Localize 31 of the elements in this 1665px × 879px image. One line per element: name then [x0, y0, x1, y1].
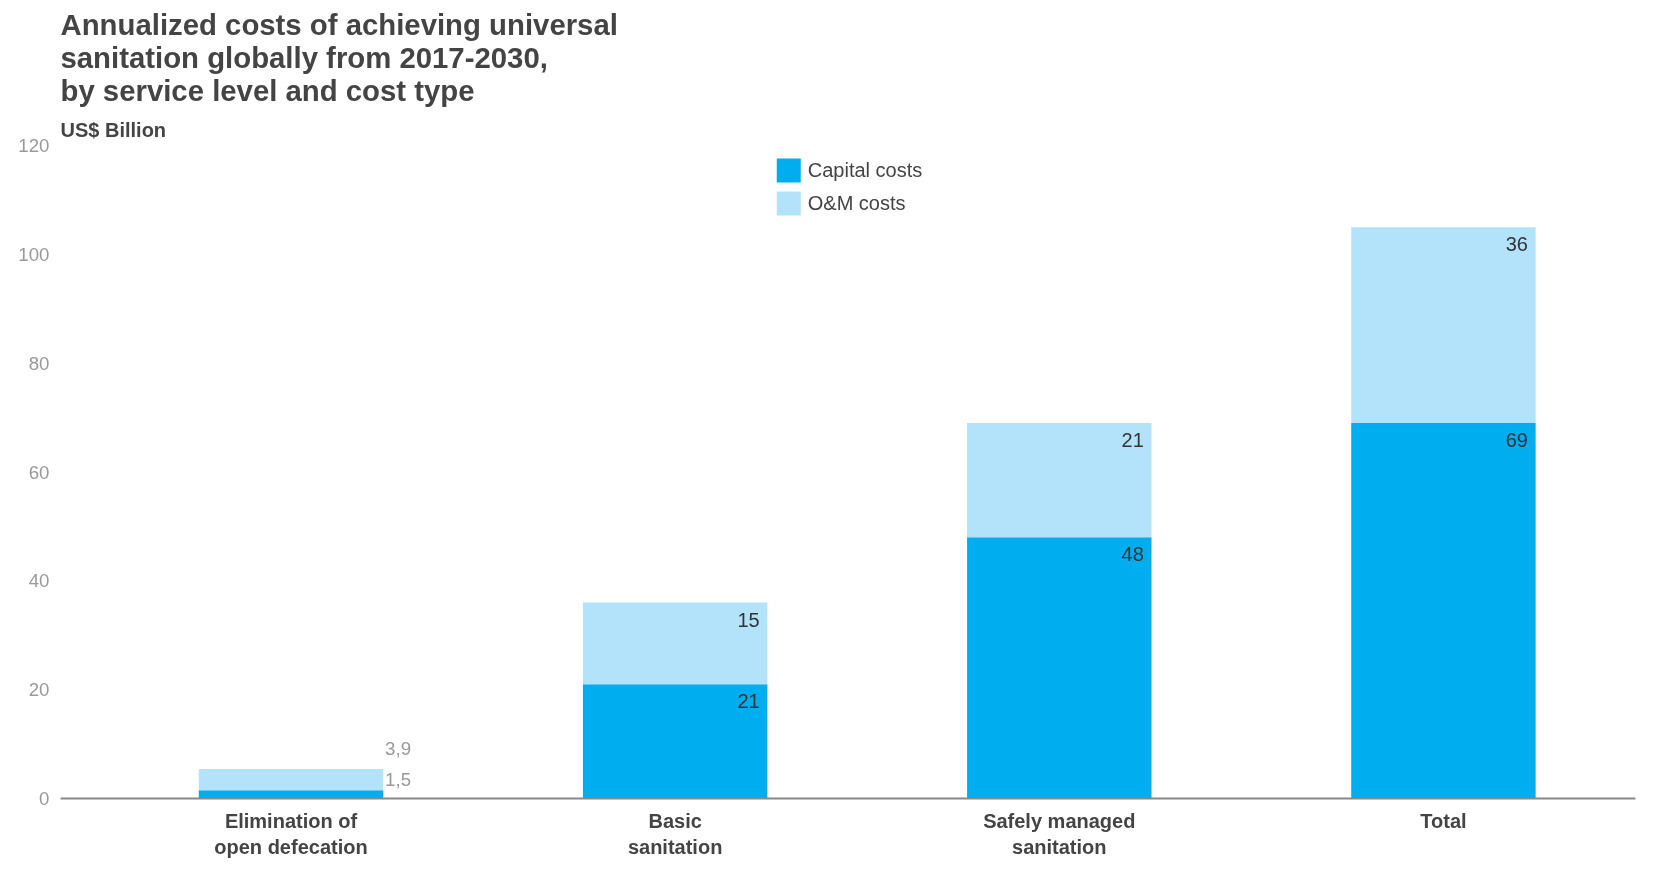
data-label: 15 [737, 608, 760, 631]
legend-label: O&M costs [807, 191, 906, 215]
bar [967, 537, 1152, 799]
y-tick-label: 100 [18, 243, 50, 265]
y-tick-label: 40 [28, 570, 50, 592]
data-label: 36 [1505, 233, 1528, 256]
bar [1351, 423, 1536, 799]
bar [582, 602, 768, 685]
bar [198, 790, 384, 799]
bar [582, 684, 768, 799]
bar [1351, 227, 1536, 424]
y-axis-title: US$ Billion [60, 118, 167, 141]
legend-label: Capital costs [807, 158, 923, 182]
chart-title: Annualized costs of achieving universal sanitation globally from 2017-2030, by service level and cost type [60, 7, 618, 107]
y-tick-label: 80 [28, 352, 50, 374]
data-label: 3,9 [385, 738, 412, 760]
y-tick-label: 120 [18, 135, 50, 156]
y-tick-label: 0 [39, 788, 50, 809]
data-label: 69 [1505, 429, 1528, 452]
y-tick-label: 60 [28, 461, 50, 483]
data-label: 1,5 [385, 769, 412, 791]
y-tick-label: 20 [28, 679, 50, 701]
x-tick-label: Basic sanitation [627, 809, 723, 858]
x-tick-label: Elimination of open defecation [214, 809, 368, 858]
data-label: 21 [737, 690, 760, 713]
x-tick-label: Total [1420, 809, 1467, 832]
data-label: 48 [1121, 543, 1144, 566]
data-label: 21 [1121, 429, 1144, 452]
x-tick-label: Safely managed sanitation [983, 809, 1136, 858]
bar [967, 423, 1152, 538]
bar [198, 769, 384, 791]
